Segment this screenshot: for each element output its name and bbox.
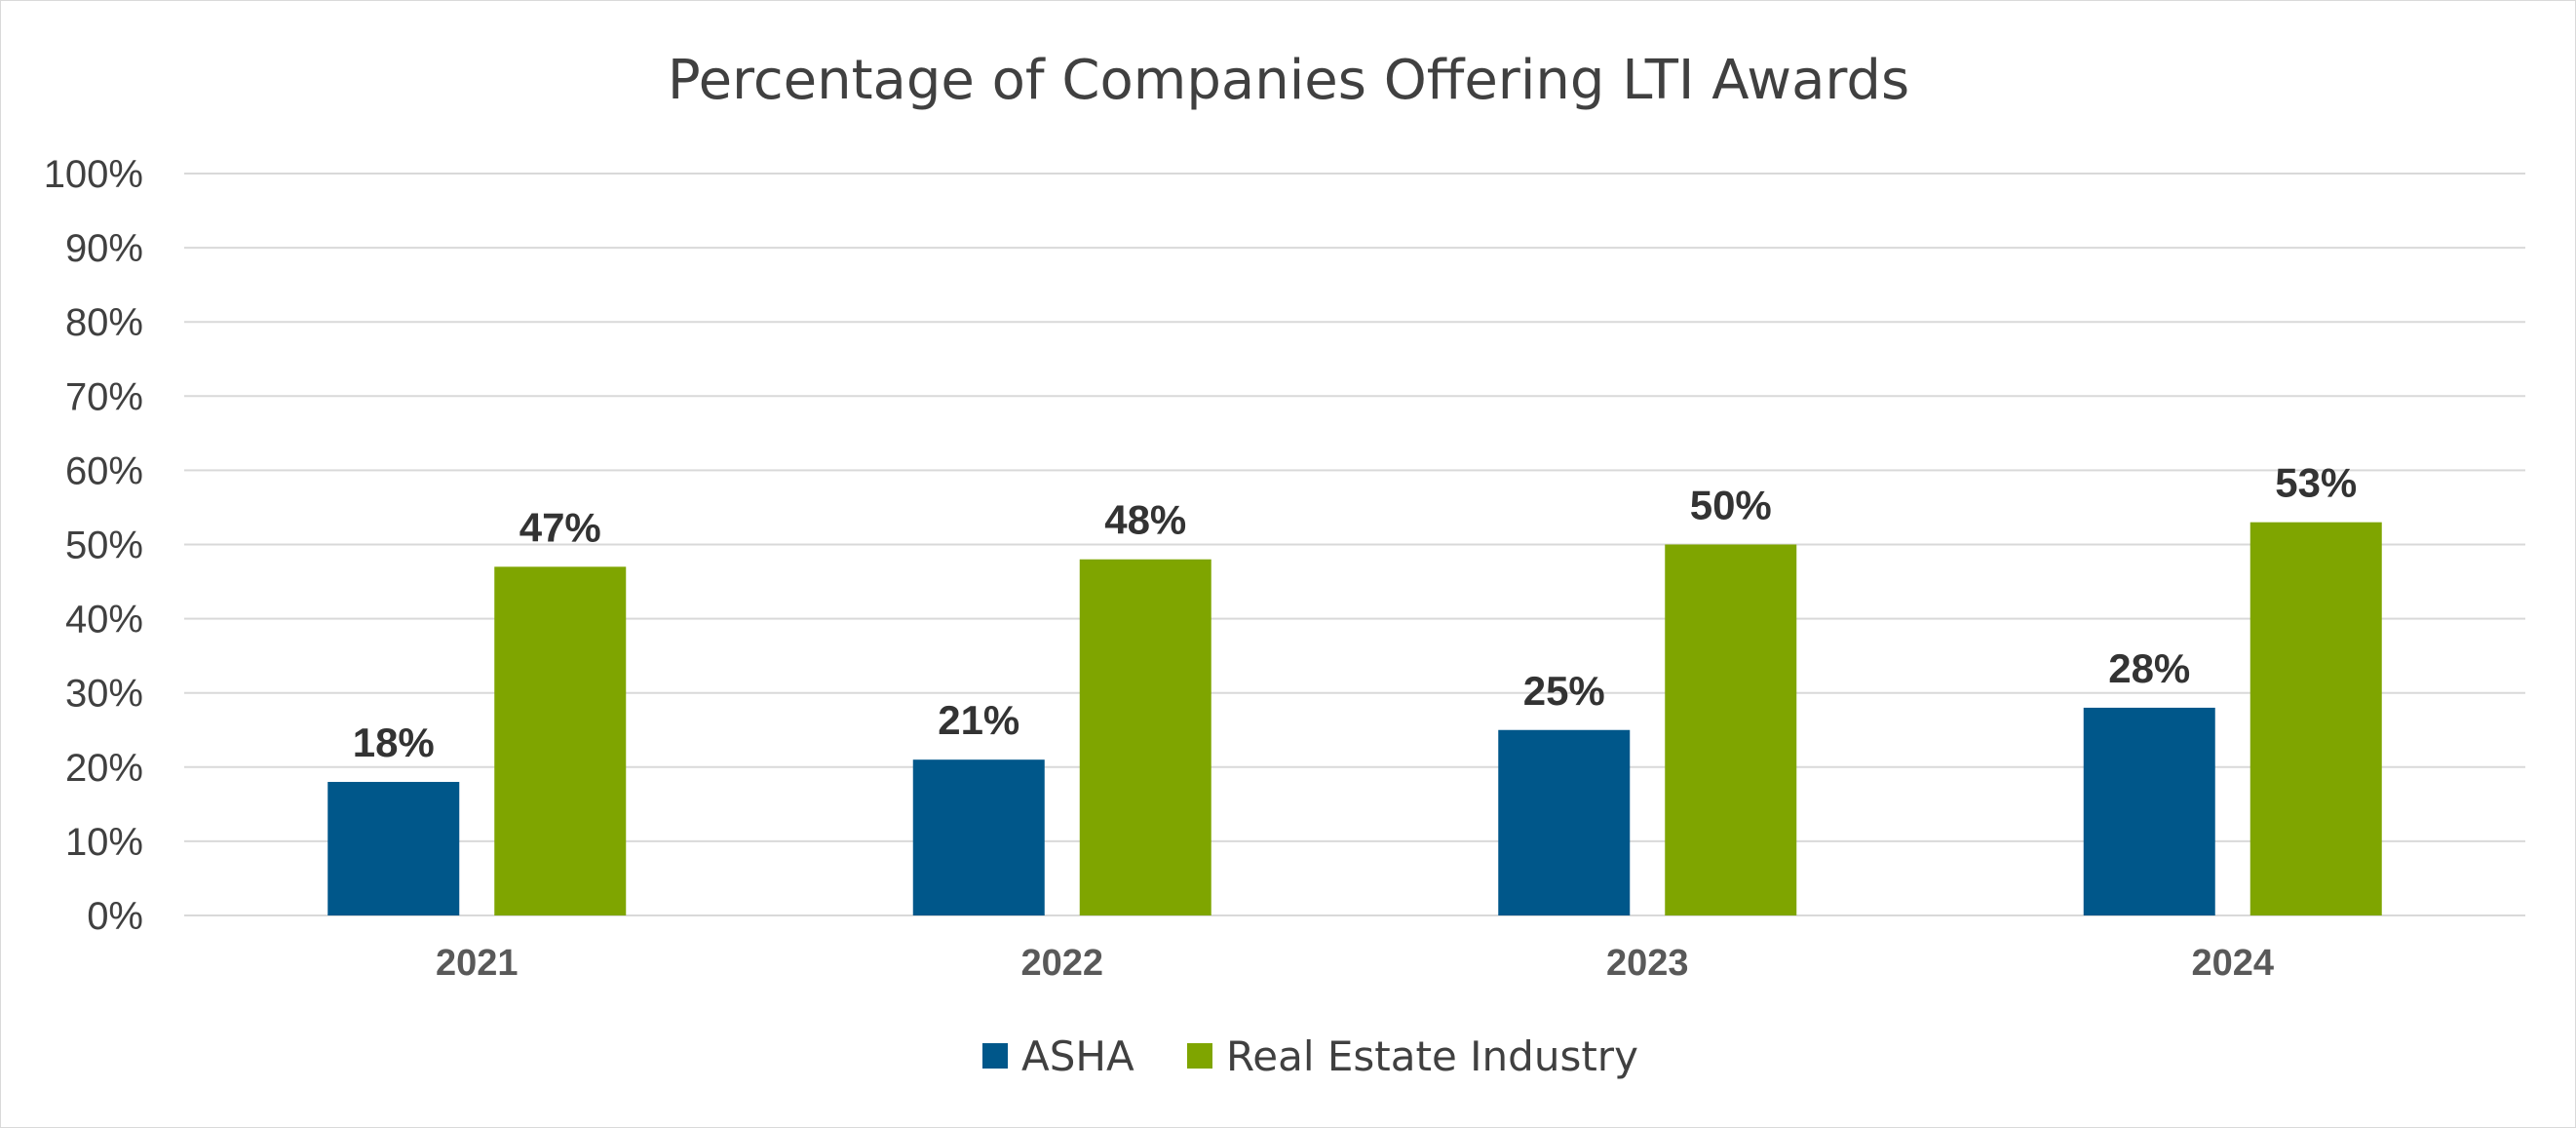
data-label: 47% <box>519 504 601 550</box>
y-tick-label: 90% <box>65 227 143 270</box>
data-label: 25% <box>1523 668 1605 714</box>
legend-swatch <box>1187 1043 1212 1069</box>
data-labels: 18% 47% 21% 48% 25% 50% 28% 53% <box>353 460 2358 765</box>
data-label: 21% <box>938 697 1019 743</box>
y-axis-ticks: 0% 10% 20% 30% 40% 50% 60% 70% 80% 90% 100% <box>44 153 143 938</box>
x-tick-label: 2024 <box>2191 943 2274 984</box>
y-tick-label: 0% <box>87 895 143 938</box>
bar-asha-2023 <box>1498 729 1631 915</box>
data-label: 50% <box>1690 483 1772 528</box>
y-tick-label: 40% <box>65 599 143 642</box>
bar-real-estate-industry-2024 <box>2249 522 2382 915</box>
bar-asha-2022 <box>912 759 1045 915</box>
data-label: 48% <box>1104 497 1186 543</box>
legend-swatch <box>982 1043 1008 1069</box>
y-tick-label: 100% <box>44 153 143 196</box>
bars <box>327 522 2382 915</box>
y-tick-label: 20% <box>65 747 143 790</box>
x-tick-label: 2023 <box>1606 943 1689 984</box>
y-tick-label: 30% <box>65 673 143 716</box>
x-tick-label: 2021 <box>436 943 519 984</box>
y-tick-label: 50% <box>65 525 143 567</box>
bar-real-estate-industry-2023 <box>1665 544 1797 915</box>
chart-title: Percentage of Companies Offering LTI Awa… <box>668 49 1909 112</box>
bar-real-estate-industry-2021 <box>494 566 627 915</box>
y-tick-label: 60% <box>65 449 143 492</box>
y-tick-label: 70% <box>65 375 143 418</box>
data-label: 28% <box>2108 645 2190 691</box>
bar-asha-2021 <box>327 782 460 915</box>
bar-real-estate-industry-2022 <box>1079 559 1211 915</box>
x-axis-ticks: 2021 2022 2023 2024 <box>436 943 2274 984</box>
legend-label: ASHA <box>1021 1032 1134 1080</box>
legend: ASHA Real Estate Industry <box>982 1032 1638 1080</box>
y-tick-label: 80% <box>65 301 143 344</box>
legend-label: Real Estate Industry <box>1226 1032 1638 1080</box>
y-tick-label: 10% <box>65 821 143 864</box>
x-tick-label: 2022 <box>1020 943 1103 984</box>
data-label: 53% <box>2275 460 2357 506</box>
data-label: 18% <box>353 720 435 765</box>
bar-asha-2024 <box>2083 707 2215 915</box>
